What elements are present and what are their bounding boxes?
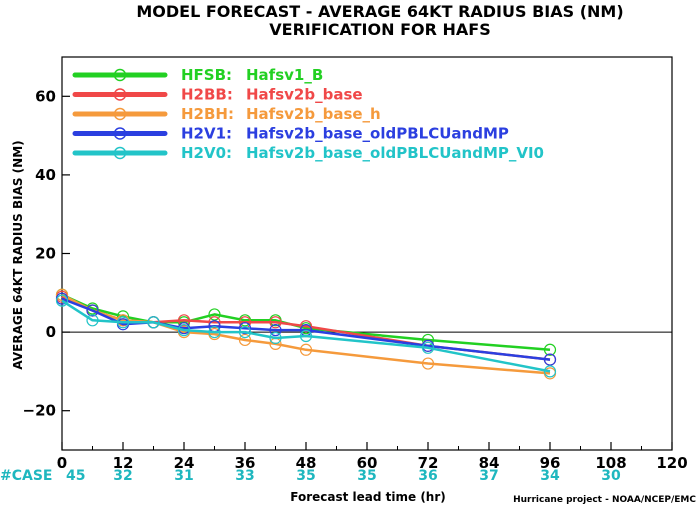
data-point (177, 314, 191, 327)
legend-label: Hafsv1_B (246, 66, 323, 84)
data-point (299, 320, 313, 333)
x-tick-label: 72 (418, 454, 439, 472)
case-count: 36 (418, 468, 437, 484)
case-count: 45 (66, 468, 85, 484)
x-tick-label: 36 (235, 454, 256, 472)
case-count: 33 (235, 468, 254, 484)
data-point (421, 357, 435, 370)
legend-marker (113, 146, 127, 160)
legend-marker (113, 107, 127, 121)
data-point (543, 353, 557, 366)
data-point (208, 308, 221, 321)
y-tick-label: 0 (46, 323, 56, 341)
data-point (177, 324, 191, 337)
x-tick-label: 48 (296, 454, 317, 472)
data-point (86, 314, 99, 327)
legend-label: Hafsv2b_base_oldPBLCUandMP_VI0 (246, 144, 544, 162)
x-tick-label: 108 (595, 454, 626, 472)
x-tick-label: 0 (57, 454, 67, 472)
data-point (147, 316, 160, 329)
y-tick-label: 20 (35, 245, 56, 263)
x-tick-label: 84 (479, 454, 500, 472)
case-count: 32 (113, 468, 132, 484)
data-point (238, 326, 252, 339)
legend-label: Hafsv2b_base_h (246, 105, 381, 123)
case-count: 35 (357, 468, 376, 484)
legend-code: H2V0: (181, 144, 232, 162)
data-point (543, 343, 557, 356)
x-tick-label: 24 (174, 454, 195, 472)
data-point (299, 329, 313, 343)
x-tick-label: 12 (113, 454, 134, 472)
data-point (299, 343, 313, 356)
data-point (238, 333, 252, 347)
case-count: 31 (174, 468, 193, 484)
case-count: 30 (601, 468, 621, 484)
data-point (116, 316, 130, 329)
legend-label: Hafsv2b_base (246, 86, 363, 104)
x-axis-label: Forecast lead time (hr) (290, 490, 446, 504)
case-count: 35 (296, 468, 315, 484)
legend-label: Hafsv2b_base_oldPBLCUandMP (246, 125, 509, 143)
series-line (61, 299, 551, 373)
legend-code: H2V1: (181, 125, 232, 143)
legend-code: H2BB: (181, 86, 233, 104)
case-count: 34 (540, 468, 560, 484)
data-point (269, 316, 282, 329)
legend-marker (113, 88, 127, 101)
chart-title: MODEL FORECAST - AVERAGE 64KT RADIUS BIA… (136, 2, 623, 21)
data-point (238, 322, 252, 335)
y-tick-label: −20 (23, 402, 56, 420)
data-point (208, 326, 221, 339)
y-tick-label: 60 (35, 87, 56, 105)
data-point (86, 304, 99, 317)
x-tick-label: 60 (357, 454, 378, 472)
series-line (61, 293, 551, 375)
legend-code: H2BH: (181, 105, 234, 123)
data-point (269, 324, 282, 337)
legend-code: HFSB: (181, 66, 232, 84)
chart-subtitle: VERIFICATION FOR HAFS (269, 20, 490, 39)
data-point (543, 365, 557, 378)
y-tick-label: 40 (35, 166, 56, 184)
y-axis-label: AVERAGE 64KT RADIUS BIAS (NM) (11, 140, 25, 369)
legend-marker (113, 68, 127, 82)
data-point (208, 316, 221, 329)
case-count: 37 (479, 468, 498, 484)
data-point (55, 288, 69, 301)
data-point (421, 341, 435, 354)
credit-text: Hurricane project - NOAA/NCEP/EMC (513, 495, 696, 505)
x-tick-label: 120 (656, 454, 687, 472)
data-point (269, 331, 282, 345)
data-point (55, 294, 69, 307)
x-tick-label: 96 (540, 454, 561, 472)
legend-marker (113, 127, 127, 140)
case-label: #CASE (0, 468, 53, 484)
